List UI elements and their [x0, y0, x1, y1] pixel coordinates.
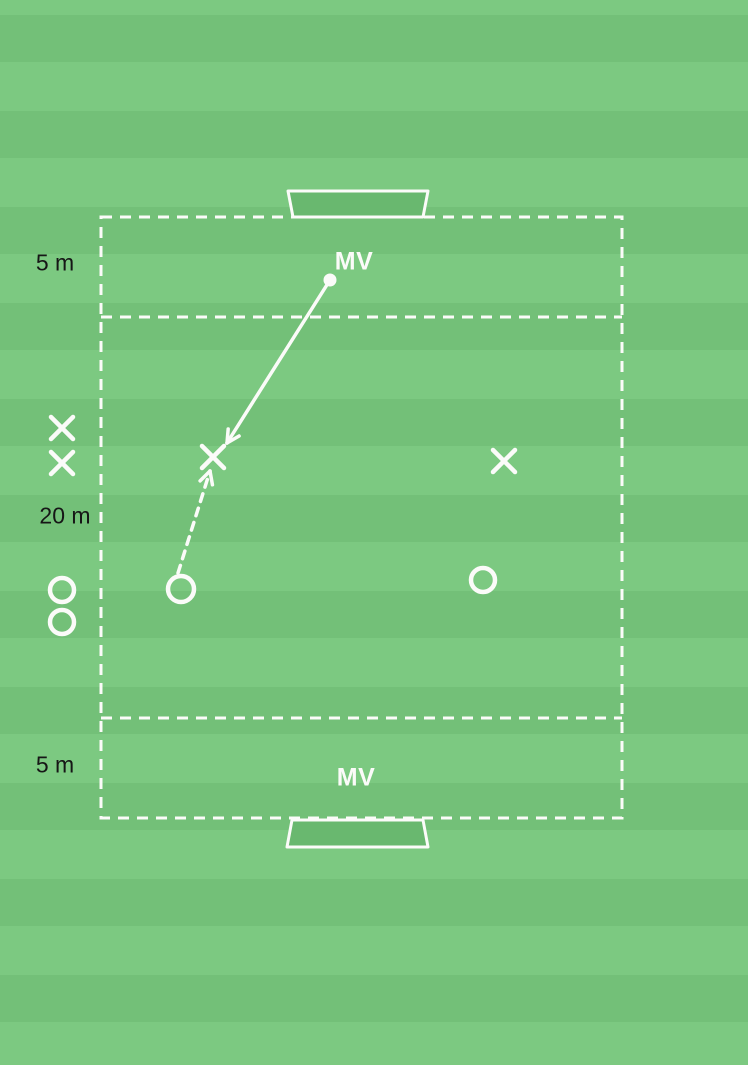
zone-label-5m-bottom: 5 m — [35, 751, 75, 778]
x-marker — [199, 443, 227, 471]
pass-line — [225, 278, 332, 445]
top-goal — [286, 189, 430, 219]
o-marker — [165, 573, 197, 605]
zone-label-20m: 20 m — [39, 502, 91, 529]
goalkeeper-label-bottom: MV — [336, 763, 376, 792]
x-marker — [48, 449, 76, 477]
goalkeeper-label-top: MV — [334, 247, 374, 276]
o-marker — [47, 607, 77, 637]
o-marker — [468, 565, 498, 595]
run-arrowhead — [198, 469, 212, 483]
x-marker — [48, 414, 76, 442]
x-marker — [490, 447, 518, 475]
pass-arrowhead — [225, 434, 241, 445]
run-line — [176, 469, 212, 575]
pass-arrowhead — [225, 427, 230, 445]
zone-label-5m-top: 5 m — [35, 249, 75, 276]
run-arrowhead — [208, 469, 215, 487]
bottom-goal — [285, 818, 430, 849]
field-border — [99, 215, 624, 820]
goalkeeper-dot — [323, 273, 337, 287]
o-marker — [47, 575, 77, 605]
